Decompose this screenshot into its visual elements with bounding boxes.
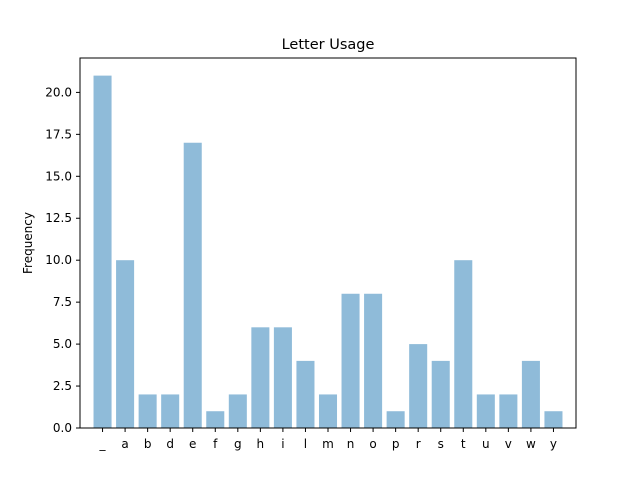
x-tick-label: p (392, 437, 400, 451)
x-tick-label: h (257, 437, 265, 451)
x-tick-label: v (505, 437, 512, 451)
y-tick-label: 0.0 (53, 421, 72, 435)
y-tick-label: 2.5 (53, 379, 72, 393)
y-tick-label: 7.5 (53, 295, 72, 309)
x-tick-label: y (550, 437, 557, 451)
bars-group (93, 75, 563, 428)
x-tick-label: m (322, 437, 334, 451)
bar-y (544, 411, 563, 428)
y-axis-label: Frequency (21, 212, 35, 274)
plot-frame (79, 57, 577, 429)
y-tick-label: 17.5 (45, 127, 72, 141)
bar-d (161, 394, 180, 428)
x-tick-label: s (438, 437, 444, 451)
x-tick-label: a (121, 437, 128, 451)
x-tick-label: d (166, 437, 174, 451)
x-tick-label: i (281, 437, 284, 451)
bar-h (251, 327, 270, 428)
x-tick-label: n (347, 437, 355, 451)
bar-s (431, 360, 450, 428)
bar-b (138, 394, 157, 428)
chart-title: Letter Usage (282, 37, 375, 53)
bar-l (296, 360, 315, 428)
x-tick-label: w (526, 437, 536, 451)
bar-u (476, 394, 495, 428)
bar-r (409, 344, 428, 428)
bar-n (341, 293, 360, 428)
bar-i (273, 327, 292, 428)
bar-underscore (93, 75, 112, 428)
x-axis: _ a b d e f g h i l m n o p r s t u v w y (99, 428, 557, 451)
y-axis: 0.0 2.5 5.0 7.5 10.0 12.5 15.0 17.5 20.0 (45, 85, 80, 435)
x-tick-label: b (144, 437, 152, 451)
bar-a (116, 260, 135, 428)
x-tick-label: u (482, 437, 490, 451)
bar-p (386, 411, 405, 428)
x-tick-label: e (189, 437, 196, 451)
bar-e (183, 142, 202, 428)
x-tick-label: g (234, 437, 242, 451)
y-tick-label: 12.5 (45, 211, 72, 225)
bar-f (206, 411, 225, 428)
y-tick-label: 15.0 (45, 169, 72, 183)
bar-w (521, 360, 540, 428)
bar-t (454, 260, 473, 428)
bar-m (318, 394, 338, 428)
bar-v (499, 394, 518, 428)
x-tick-label: l (304, 437, 307, 451)
x-tick-label: f (213, 437, 218, 451)
y-tick-label: 20.0 (45, 85, 72, 99)
y-tick-label: 10.0 (45, 253, 72, 267)
x-tick-label: r (416, 437, 421, 451)
x-tick-label: o (369, 437, 376, 451)
y-tick-label: 5.0 (53, 337, 72, 351)
x-tick-label: t (461, 437, 466, 451)
x-tick-label: _ (99, 437, 107, 451)
bar-g (228, 394, 247, 428)
bar-o (364, 293, 383, 428)
